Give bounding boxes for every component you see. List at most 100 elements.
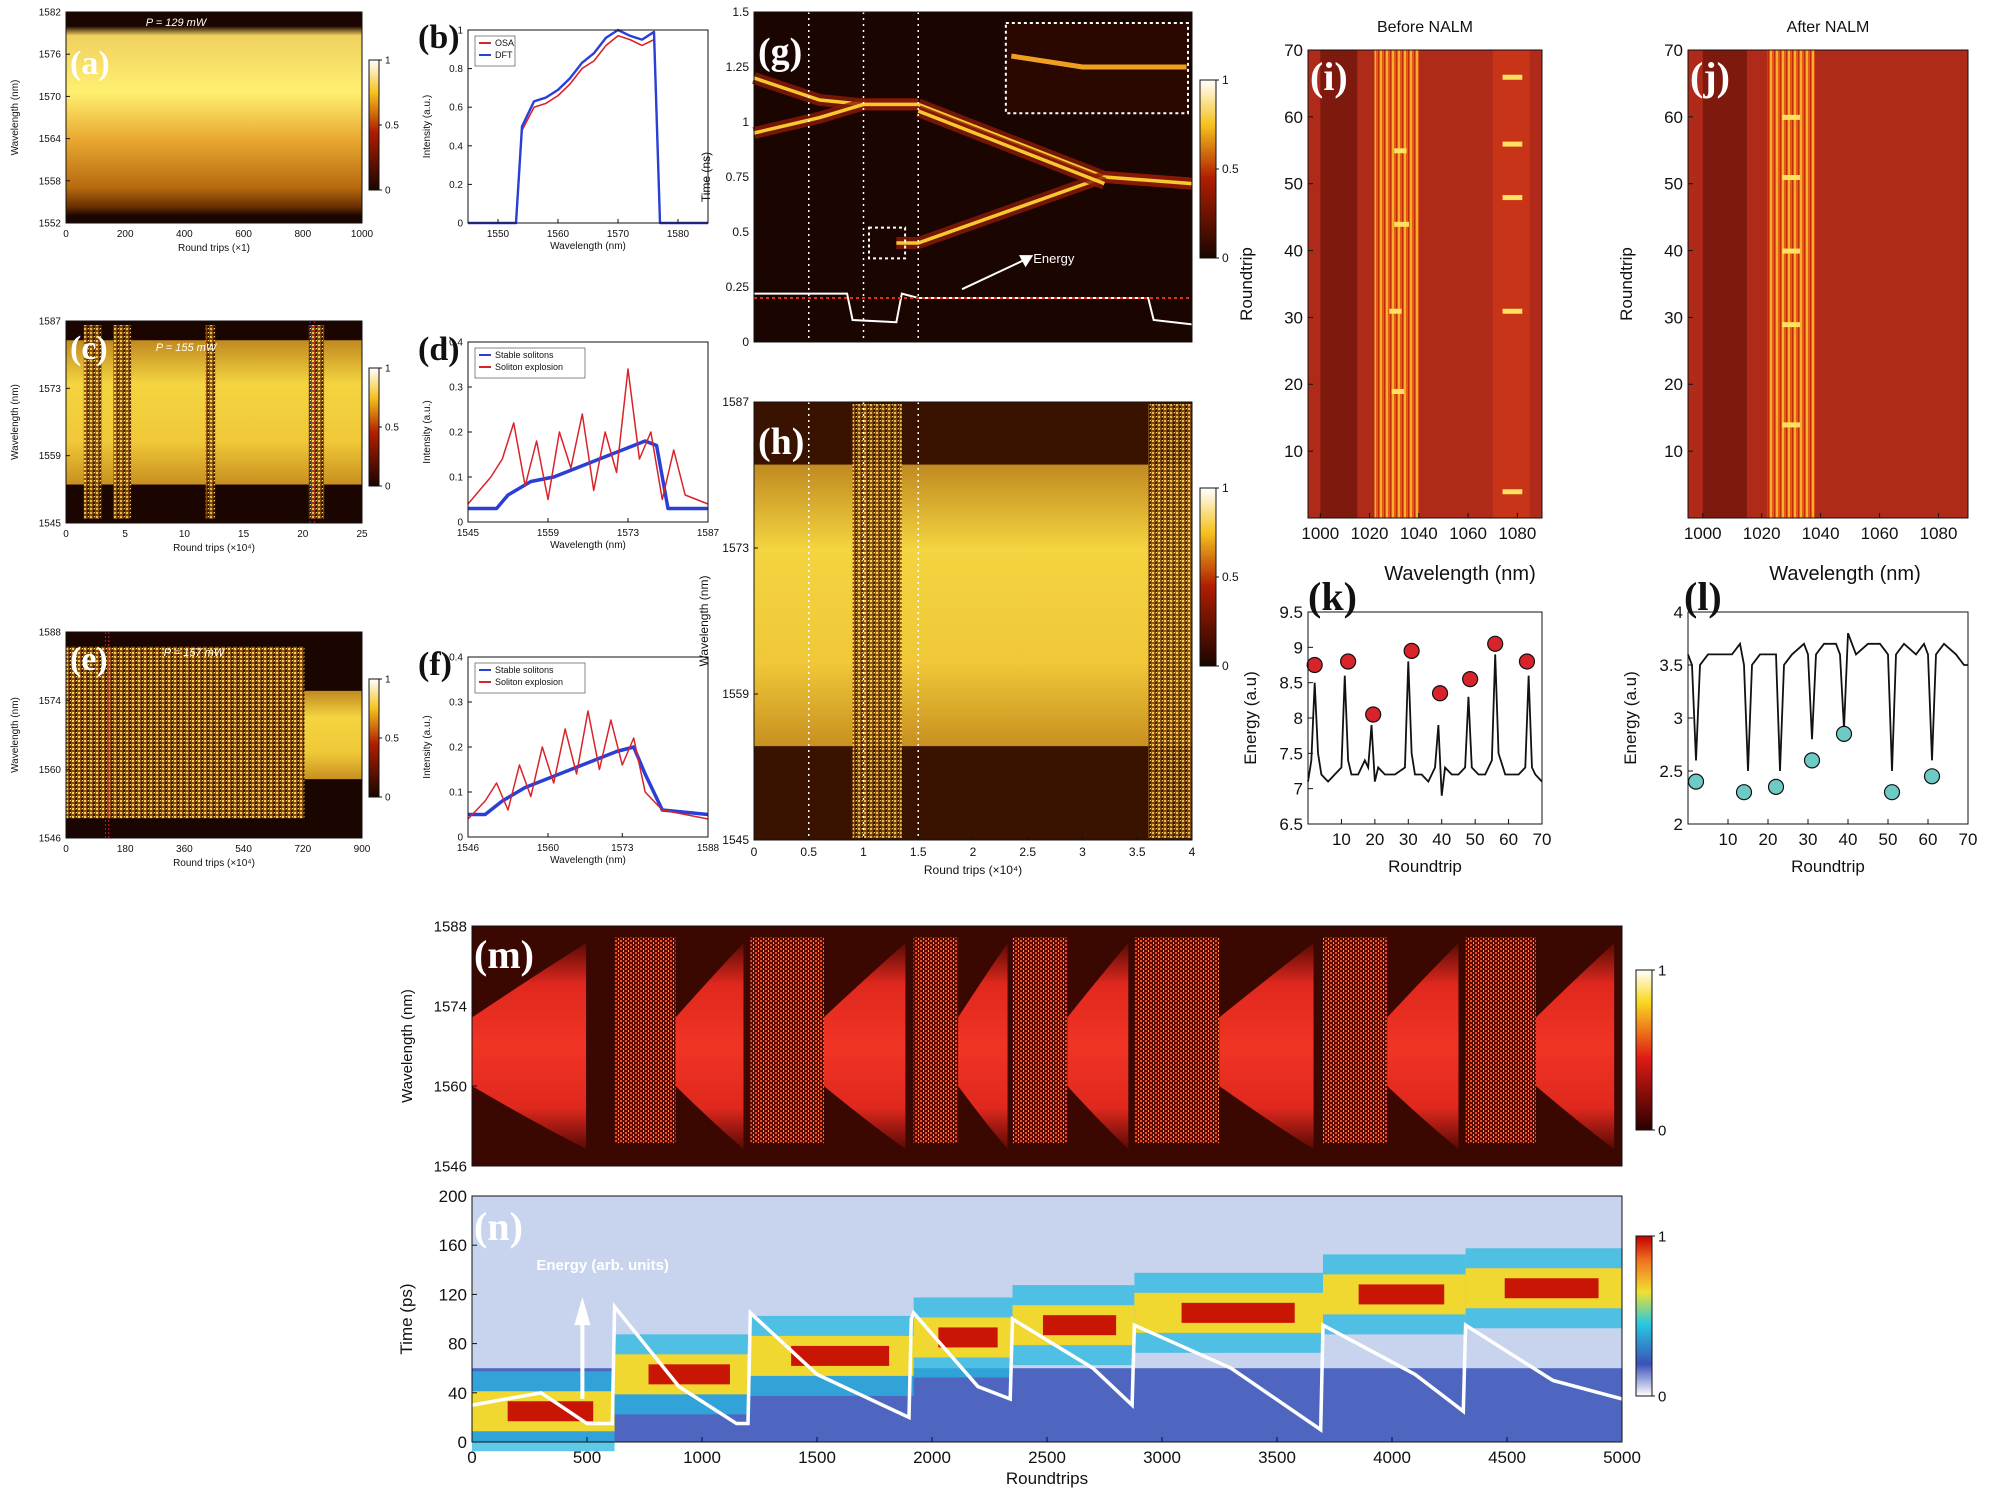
colorbar-tick-label: 0 bbox=[385, 482, 391, 493]
x-tick-label: 0.5 bbox=[800, 845, 817, 859]
y-axis-label: Wavelength (nm) bbox=[399, 989, 416, 1103]
panel-n-energy-trace bbox=[471, 1301, 1623, 1433]
y-axis-label: Roundtrip bbox=[1237, 247, 1256, 321]
y-tick-label: 40 bbox=[448, 1384, 467, 1403]
panel-k-marker bbox=[1487, 635, 1504, 652]
colorbar-tick-label: 1 bbox=[1658, 962, 1666, 979]
panel-a-power-annotation: P = 129 mW bbox=[146, 17, 208, 29]
x-tick-label: 0 bbox=[63, 529, 69, 540]
panel-c-label: (c) bbox=[70, 330, 108, 367]
y-tick-label: 1.25 bbox=[726, 60, 750, 74]
y-tick-label: 1560 bbox=[434, 1078, 467, 1095]
panel-d-series-0 bbox=[468, 439, 708, 511]
y-tick-label: 2.5 bbox=[1659, 762, 1683, 781]
y-tick-label: 1558 bbox=[39, 176, 62, 187]
panel-n-pulse-peak-3 bbox=[938, 1327, 998, 1348]
panel-f-axes: 1546 1560 1573 1588 0 0.1 0.2 0.3 0.4 Wavelength … bbox=[422, 653, 720, 867]
x-tick-label: 60 bbox=[1919, 830, 1938, 849]
x-tick-label: 0 bbox=[467, 1448, 476, 1467]
x-tick-label: 2.5 bbox=[1019, 845, 1036, 859]
panel-j-bright-spot bbox=[1782, 248, 1800, 254]
panel-b-axes: 1550 1560 1570 1580 0 0.2 0.4 0.6 0.8 1 Wavelength… bbox=[422, 26, 709, 252]
panel-m-spectrum-lobe-0 bbox=[472, 943, 587, 1149]
panel-c-explosion-window-2 bbox=[205, 325, 216, 519]
panel-e-axes: 0 180 360 540 720 900 1588 1574 1560 1546 Round tr… bbox=[10, 628, 371, 870]
x-axis-label: Roundtrips bbox=[1006, 1469, 1088, 1488]
legend-entry: Soliton explosion bbox=[495, 362, 563, 372]
panel-m-noisy-region-3 bbox=[913, 937, 959, 1144]
x-tick-label: 1060 bbox=[1861, 524, 1899, 543]
x-tick-label: 1040 bbox=[1802, 524, 1840, 543]
y-tick-label: 0 bbox=[457, 833, 463, 844]
y-axis-label: Energy (a.u) bbox=[1621, 671, 1640, 765]
y-tick-label: 1 bbox=[742, 115, 749, 129]
y-tick-label: 1545 bbox=[39, 519, 62, 530]
x-tick-label: 1560 bbox=[537, 843, 560, 854]
x-axis-label: Wavelength (nm) bbox=[550, 855, 626, 866]
x-tick-label: 1580 bbox=[667, 229, 690, 240]
colorbar-tick-label: 0.5 bbox=[385, 734, 399, 745]
colorbar-tick-label: 1 bbox=[1222, 73, 1229, 87]
colorbar-tick-label: 0.5 bbox=[1222, 570, 1239, 584]
colorbar-tick-label: 0 bbox=[1658, 1122, 1666, 1139]
panel-h-colorbar bbox=[1199, 487, 1217, 667]
x-tick-label: 30 bbox=[1399, 830, 1418, 849]
x-tick-label: 1000 bbox=[1684, 524, 1722, 543]
x-tick-label: 1060 bbox=[1449, 524, 1487, 543]
y-tick-label: 0.2 bbox=[449, 743, 463, 754]
panel-a-frame bbox=[65, 11, 363, 224]
panel-n-pulse-peak-4 bbox=[1042, 1315, 1117, 1336]
x-tick-label: 70 bbox=[1533, 830, 1552, 849]
y-axis-label: Wavelength (nm) bbox=[697, 576, 711, 667]
panel-m-noisy-region-1 bbox=[614, 937, 676, 1144]
panel-c-frame bbox=[65, 320, 363, 524]
y-axis-label: Time (ps) bbox=[397, 1283, 416, 1354]
x-tick-label: 2500 bbox=[1028, 1448, 1066, 1467]
x-axis-label: Round trips (×10⁴) bbox=[924, 863, 1022, 877]
panel-i-axes: 1000 1020 1040 1060 108010203040506070Roundt… bbox=[1237, 41, 1543, 543]
panel-h-label: (h) bbox=[758, 421, 804, 463]
panel-c-axes: 0 5 10 15 20 25 1587 1573 1559 1545 Round trips (×… bbox=[10, 317, 368, 555]
panel-j-frame bbox=[1687, 49, 1969, 519]
colorbar-tick-label: 0 bbox=[1222, 659, 1229, 673]
x-tick-label: 360 bbox=[176, 844, 193, 855]
energy-arrow-head-icon bbox=[574, 1296, 591, 1326]
panel-h-explosion-window-0 bbox=[852, 404, 902, 838]
panel-d-legend: Stable solitons Soliton explosion bbox=[474, 347, 586, 379]
panel-n-pulse-peak-7 bbox=[1504, 1278, 1599, 1299]
energy-arrow-head-icon bbox=[1018, 255, 1034, 268]
colorbar-tick-label: 1 bbox=[385, 56, 391, 67]
panel-l-axes: 10 20 30 40 50 60 70 2 2.5 3 3.5 4 Roundtrip Energy (… bbox=[1621, 603, 1977, 876]
panel-h-spectrum-band bbox=[754, 464, 1192, 747]
y-tick-label: 6.5 bbox=[1279, 815, 1303, 834]
panel-m-spectrum-lobe-2 bbox=[823, 943, 906, 1149]
colorbar-tick-label: 0.5 bbox=[385, 423, 399, 434]
panel-e-power-annotation: P = 157 mW bbox=[164, 647, 226, 659]
panel-e-stable-band bbox=[304, 690, 362, 780]
panel-l-label: (l) bbox=[1684, 574, 1722, 619]
x-tick-label: 1020 bbox=[1743, 524, 1781, 543]
panel-f-legend: Stable solitons Soliton explosion bbox=[474, 662, 586, 694]
panel-g-energy-trace bbox=[754, 292, 1193, 326]
panel-k-marker bbox=[1306, 656, 1323, 674]
panel-l-energy-line bbox=[1687, 632, 1968, 772]
x-axis-label: Roundtrip bbox=[1388, 857, 1462, 876]
panel-i-dark-column bbox=[1320, 50, 1358, 518]
panel-l-marker bbox=[1687, 773, 1705, 790]
x-tick-label: 1559 bbox=[537, 528, 560, 539]
panel-g-trace-1 bbox=[753, 102, 919, 135]
panel-j-bright-spot bbox=[1782, 322, 1800, 328]
panel-k-marker bbox=[1403, 642, 1420, 659]
x-tick-label: 720 bbox=[294, 844, 311, 855]
panel-k-marker bbox=[1431, 685, 1449, 702]
legend-entry: OSA bbox=[495, 38, 514, 48]
x-tick-label: 20 bbox=[1759, 830, 1778, 849]
x-tick-label: 400 bbox=[176, 229, 193, 240]
panel-g-axes: 0 0.25 0.5 0.75 1 1.25 1.5 Time (ns) bbox=[699, 5, 1193, 349]
y-tick-label: 0.25 bbox=[726, 280, 750, 294]
colorbar-tick-label: 0 bbox=[1658, 1388, 1666, 1405]
panel-b-label: (b) bbox=[418, 19, 460, 56]
energy-arrow-icon bbox=[961, 257, 1029, 291]
y-tick-label: 0.8 bbox=[449, 64, 463, 75]
x-tick-label: 0 bbox=[751, 845, 758, 859]
